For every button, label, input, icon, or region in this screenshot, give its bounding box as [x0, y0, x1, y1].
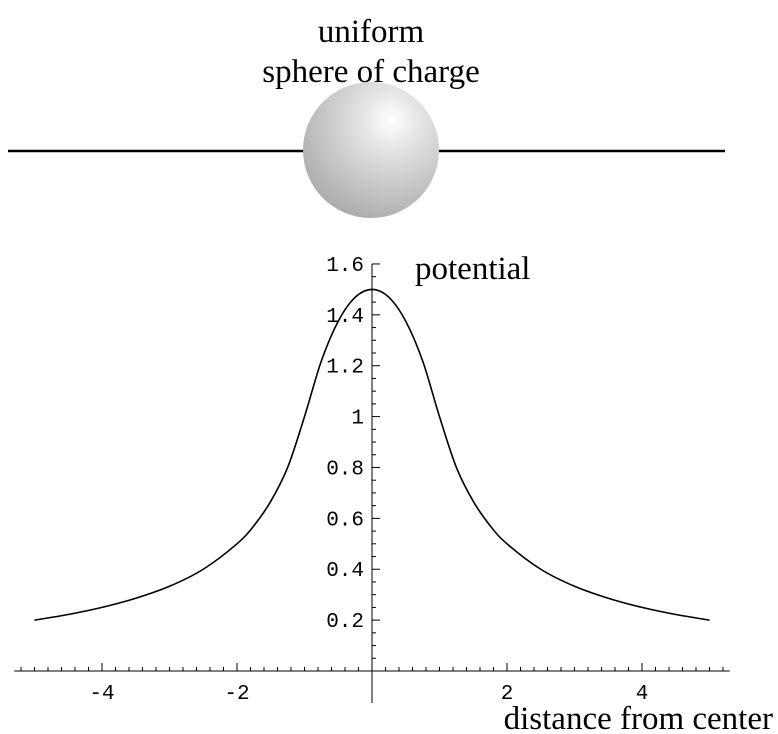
potential-chart: -4 -2 2 4 0.20.40.60.811.21.41.6 potential …	[14, 251, 773, 734]
y-axis: 0.2 0.4 0.6 0.8 1 1.2 1.4 1.6	[326, 255, 380, 703]
y-tick-label: 1.2	[326, 357, 364, 380]
y-tick-label: 1	[351, 408, 364, 431]
y-tick-label: 1.6	[326, 255, 364, 278]
x-tick-label: -2	[224, 683, 249, 706]
y-tick-label: 0.2	[326, 611, 364, 634]
series-label: potential	[415, 251, 530, 287]
charged-sphere	[303, 82, 439, 218]
x-tick-label: 4	[636, 683, 649, 706]
sphere-illustration: uniform sphere of charge	[8, 14, 725, 218]
x-ticks: -4 -2 2 4	[89, 663, 648, 706]
y-tick-label: 0.6	[326, 509, 364, 532]
y-ticks: 0.2 0.4 0.6 0.8 1 1.2 1.4 1.6	[326, 255, 380, 634]
y-tick-label: 0.4	[326, 560, 364, 583]
potential-curve	[34, 288, 710, 621]
x-tick-label: 2	[501, 683, 514, 706]
x-axis-label: distance from center	[504, 701, 773, 734]
y-tick-label: 1.4	[326, 306, 364, 329]
x-tick-label: -4	[89, 683, 114, 706]
y-tick-label: 0.8	[326, 458, 364, 481]
sphere-label-line1: uniform	[318, 14, 425, 50]
x-minor-ticks	[20, 667, 724, 671]
